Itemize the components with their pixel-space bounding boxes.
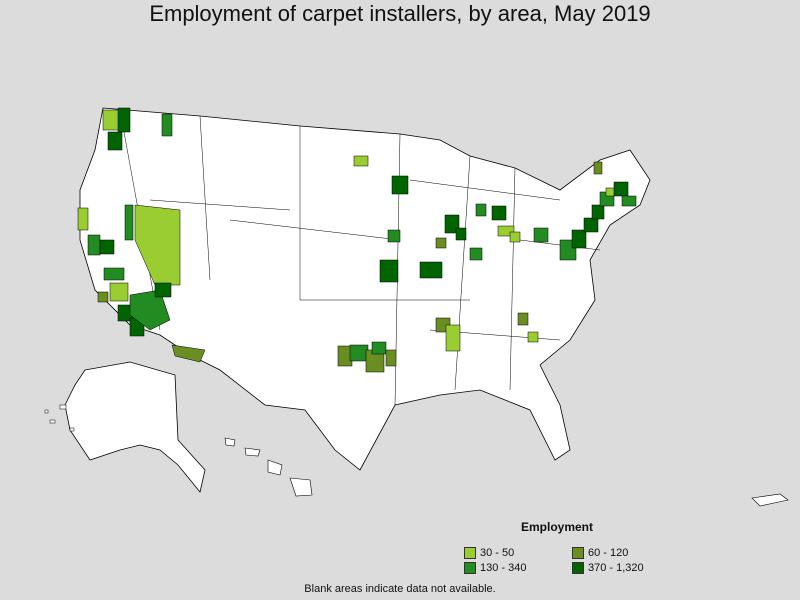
- hawaii: [224, 437, 313, 497]
- legend-label-2: 60 - 120: [588, 547, 629, 559]
- legend-swatch-4: [572, 562, 584, 574]
- legend-item-3: 130 - 340: [464, 561, 526, 575]
- map-title: Employment of carpet installers, by area…: [149, 1, 651, 26]
- legend-item-1: 30 - 50: [464, 546, 514, 560]
- legend-item-2: 60 - 120: [572, 546, 628, 560]
- puerto-rico: [751, 493, 789, 507]
- legend-swatch-2: [572, 547, 584, 559]
- legend-label-1: 30 - 50: [480, 547, 515, 559]
- legend-swatch-3: [464, 562, 476, 574]
- alaska-islands: [44, 404, 75, 432]
- alaska: [64, 361, 206, 493]
- footnote: Blank areas indicate data not available.: [304, 583, 496, 595]
- legend-swatch-1: [464, 547, 476, 559]
- legend-label-4: 370 - 1,320: [588, 562, 644, 574]
- legend-item-4: 370 - 1,320: [572, 561, 644, 575]
- data-areas: [77, 107, 637, 373]
- legend-title: Employment: [521, 520, 594, 534]
- legend-label-3: 130 - 340: [480, 562, 527, 574]
